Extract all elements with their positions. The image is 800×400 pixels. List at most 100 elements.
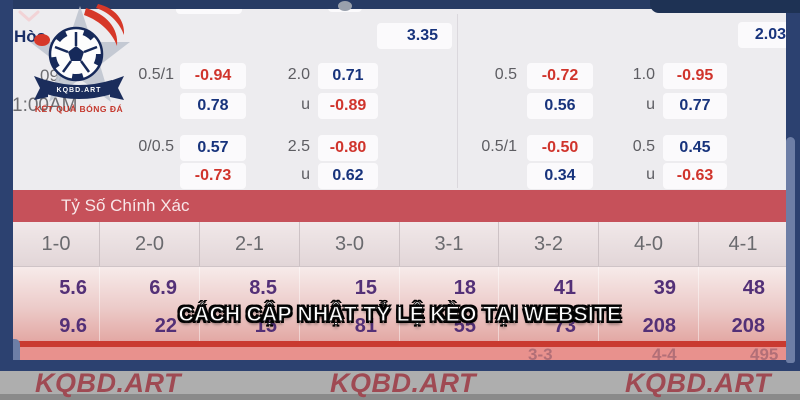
score-odds-cell[interactable]: 55 — [399, 309, 498, 341]
score-odds-cell[interactable]: 18 — [399, 267, 498, 309]
score-odds-cell[interactable]: 73 — [498, 309, 598, 341]
frame-top-bar — [0, 0, 800, 9]
flame-icon — [96, 4, 125, 35]
score-header: 4-0 — [598, 222, 698, 266]
score-header: 2-1 — [199, 222, 299, 266]
odds-cell[interactable]: 0.57 — [180, 135, 246, 161]
ribbon-icon — [34, 76, 48, 100]
odds-value: -0.63 — [676, 167, 714, 184]
score-grid-body: 5.6 6.9 8.5 15 18 41 39 48 9.6 22 15 81 … — [13, 267, 786, 341]
clipped-score-value: 495 — [750, 347, 779, 361]
odds-value: 0.71 — [332, 67, 364, 84]
score-odds-row: 5.6 6.9 8.5 15 18 41 39 48 — [13, 267, 786, 309]
score-odds-cell[interactable]: 6.9 — [99, 267, 199, 309]
odds-cell[interactable]: -0.89 — [318, 93, 378, 119]
logo-tagline: KẾT QUẢ BÓNG ĐÁ — [35, 103, 123, 114]
odds-value: -0.89 — [329, 97, 367, 114]
score-odds-cell[interactable]: 15 — [199, 309, 299, 341]
odds-value: 3.35 — [406, 27, 438, 44]
odds-value: -0.50 — [541, 139, 579, 156]
odds-value: 0.45 — [679, 139, 711, 156]
handicap-line: 0.5/1 — [138, 66, 174, 83]
section-title: Tỷ Số Chính Xác — [61, 196, 190, 215]
frame-left-edge — [0, 0, 13, 371]
clipped-score-header: 3-3 — [528, 347, 553, 361]
odds-cell[interactable]: -0.63 — [663, 163, 727, 189]
handicap-line: 0.5/1 — [481, 138, 517, 155]
score-header: 3-1 — [399, 222, 498, 266]
ou-line: 1.0 — [632, 66, 655, 83]
odds-value: -0.73 — [194, 167, 232, 184]
score-odds-row: 9.6 22 15 81 55 73 208 208 — [13, 309, 786, 341]
watermark-strip-shadow — [0, 394, 800, 400]
score-odds-cell[interactable]: 41 — [498, 267, 598, 309]
score-odds-cell[interactable]: 81 — [299, 309, 399, 341]
odds-cell[interactable]: 0.56 — [527, 93, 593, 119]
odds-value: 0.57 — [197, 139, 229, 156]
away-odds-cell[interactable]: 2.03 — [738, 22, 790, 48]
odds-value: 0.56 — [544, 97, 576, 114]
odds-value: 0.62 — [332, 167, 364, 184]
score-header: 1-0 — [41, 232, 71, 255]
column-divider — [457, 14, 458, 188]
logo-banner-text: KQBD.ART — [57, 87, 102, 94]
ribbon-icon — [46, 80, 112, 99]
frame-top-right-tab — [650, 0, 800, 13]
odds-value: -0.95 — [676, 67, 714, 84]
match-time: 1:00AM — [12, 95, 78, 116]
odds-value: -0.72 — [541, 67, 579, 84]
odds-cell[interactable]: 0.45 — [663, 135, 727, 161]
score-odds-cell[interactable]: 9.6 — [59, 314, 87, 337]
odds-cell[interactable]: -0.95 — [663, 63, 727, 89]
ou-line: 0.5 — [632, 138, 655, 155]
chevron-down-icon[interactable] — [16, 8, 42, 24]
score-header: 3-0 — [299, 222, 399, 266]
score-header: 2-0 — [99, 222, 199, 266]
score-odds-cell[interactable]: 22 — [99, 309, 199, 341]
odds-value: 0.34 — [544, 167, 576, 184]
odds-cell[interactable]: 0.78 — [180, 93, 246, 119]
handicap-line: 0/0.5 — [138, 138, 174, 155]
score-odds-cell[interactable]: 208 — [598, 309, 698, 341]
odds-cell[interactable]: 0.77 — [663, 93, 727, 119]
clipped-next-row: 3-3 4-4 495 — [13, 347, 786, 361]
score-odds-cell[interactable]: 48 — [698, 267, 786, 309]
odds-value: 0.78 — [197, 97, 229, 114]
status-dot-icon — [338, 1, 352, 11]
correct-score-section-header[interactable]: Tỷ Số Chính Xác — [13, 190, 786, 222]
under-label: u — [646, 166, 655, 183]
clipped-score-header: 4-4 — [652, 347, 677, 361]
scrollbar-thumb[interactable] — [786, 137, 795, 363]
frame-bottom-bar — [0, 360, 800, 371]
site-logo: KQBD.ART KẾT QUẢ BÓNG ĐÁ — [30, 4, 130, 114]
odds-cell[interactable]: -0.72 — [527, 63, 593, 89]
odds-value: 0.77 — [679, 97, 711, 114]
odds-cell[interactable]: 0.62 — [318, 163, 378, 189]
odds-cell[interactable]: -0.73 — [180, 163, 246, 189]
odds-cell[interactable]: -0.50 — [527, 135, 593, 161]
ribbon-icon — [110, 76, 124, 100]
odds-cell[interactable]: -0.80 — [318, 135, 378, 161]
odds-value: -0.94 — [194, 67, 232, 84]
under-label: u — [301, 166, 310, 183]
odds-cell[interactable]: 0.34 — [527, 163, 593, 189]
score-header: 4-1 — [698, 222, 787, 266]
draw-odds-cell[interactable]: 3.35 — [377, 23, 452, 49]
watermark: KQBD.ART — [330, 368, 477, 398]
score-odds-cell[interactable]: 208 — [698, 309, 786, 341]
flame-tip-icon — [34, 34, 50, 46]
odds-cell[interactable]: -0.94 — [180, 63, 246, 89]
under-label: u — [301, 96, 310, 113]
score-grid-header: 1-0 2-0 2-1 3-0 3-1 3-2 4-0 4-1 — [13, 222, 786, 267]
odds-value: 2.03 — [754, 26, 786, 43]
divider-band — [13, 341, 786, 347]
odds-cell[interactable]: 0.71 — [318, 63, 378, 89]
score-odds-cell[interactable]: 8.5 — [199, 267, 299, 309]
flame-icon — [84, 8, 118, 46]
under-label: u — [646, 96, 655, 113]
score-odds-cell[interactable]: 15 — [299, 267, 399, 309]
ou-line: 2.5 — [287, 138, 310, 155]
score-odds-cell[interactable]: 5.6 — [59, 276, 87, 299]
score-odds-cell[interactable]: 39 — [598, 267, 698, 309]
